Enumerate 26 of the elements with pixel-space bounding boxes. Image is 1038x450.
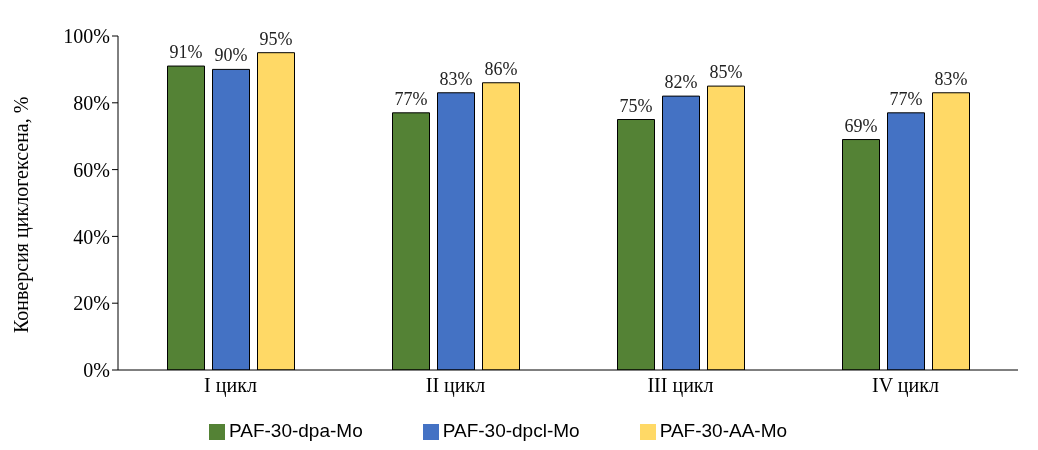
legend-label: PAF-30-dpcl-Mo [442, 420, 580, 441]
y-tick-label: 0% [83, 359, 110, 382]
legend-label: PAF-30-dpa-Mo [228, 420, 363, 441]
data-label: 82% [664, 72, 698, 93]
y-tick-label: 80% [73, 91, 110, 114]
y-tick-label: 40% [73, 225, 110, 248]
data-label: 83% [934, 68, 968, 89]
y-tick-label: 100% [63, 25, 110, 48]
y-tick-label: 60% [73, 158, 110, 181]
y-tick-label: 20% [73, 292, 110, 315]
data-label: 91% [169, 42, 203, 63]
data-label: 69% [844, 115, 878, 136]
x-tick-label: I цикл [204, 374, 257, 398]
x-tick-label: III цикл [647, 374, 714, 398]
x-tick-label: II цикл [425, 374, 486, 398]
legend-label: PAF-30-AA-Mo [659, 420, 788, 441]
data-label: 86% [484, 58, 518, 79]
data-label: 90% [214, 45, 248, 66]
data-label: 83% [439, 68, 473, 89]
data-label: 75% [619, 95, 653, 116]
y-axis-title: Конверсия циклогексена, % [10, 96, 34, 333]
data-label: 95% [259, 28, 293, 49]
data-label: 85% [709, 62, 743, 83]
x-tick-label: IV цикл [872, 374, 939, 398]
data-label: 77% [394, 88, 428, 109]
data-label: 77% [889, 88, 923, 109]
